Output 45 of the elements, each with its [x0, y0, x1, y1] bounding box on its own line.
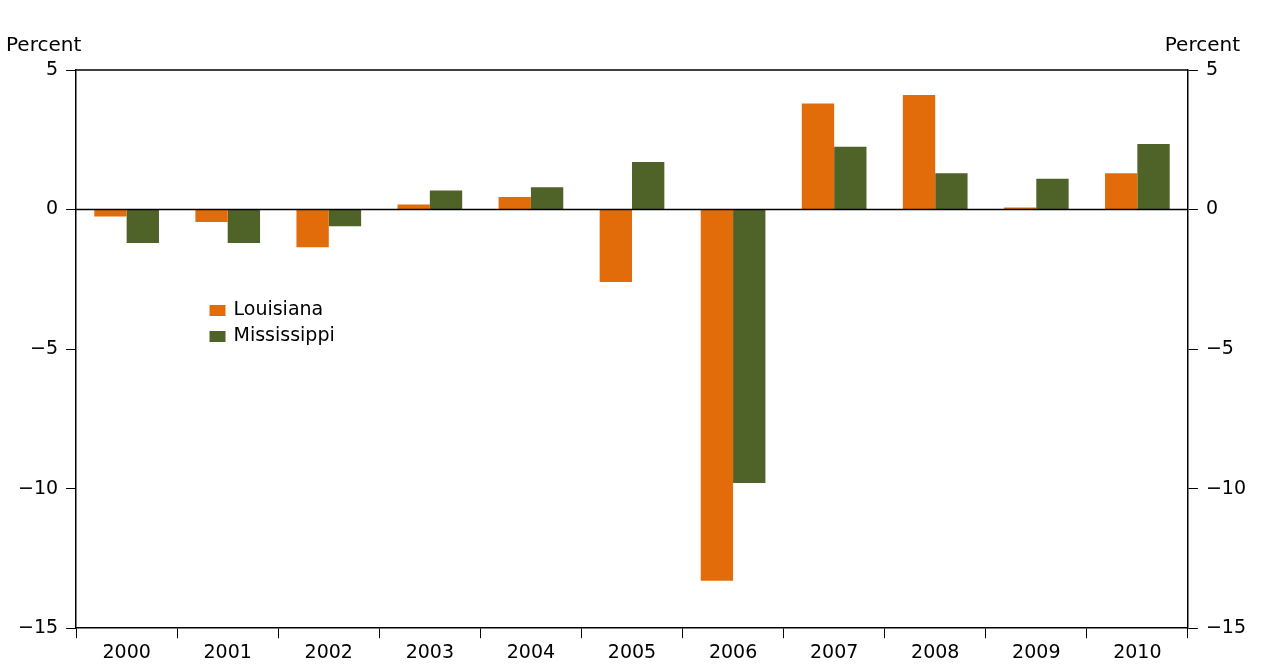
y2-axis-title: Percent	[1164, 32, 1241, 57]
bar	[801, 103, 835, 210]
x-tick-label: 2010	[1113, 639, 1162, 662]
x-tick-label: 2000	[102, 639, 151, 662]
x-tick-label: 2007	[809, 639, 859, 662]
bar	[227, 210, 261, 244]
x-tick-label: 2008	[911, 639, 960, 662]
bar	[1137, 143, 1170, 210]
bar	[530, 187, 564, 210]
bar	[328, 210, 362, 227]
bar	[935, 173, 968, 210]
legend-label: Louisiana	[233, 296, 324, 319]
y-tick-label: −5	[30, 336, 59, 359]
x-tick-label: 2001	[203, 639, 252, 662]
bar	[126, 210, 159, 244]
bar	[599, 210, 632, 283]
y2-tick-label: −15	[1205, 615, 1247, 638]
bar	[296, 210, 329, 248]
bar	[733, 210, 766, 484]
bar	[1036, 178, 1069, 210]
y-tick-label: 0	[46, 196, 59, 219]
bar	[498, 196, 531, 210]
y-tick-label: −15	[17, 615, 59, 638]
x-tick-label: 2009	[1012, 639, 1061, 662]
bar	[429, 190, 463, 210]
bar	[632, 162, 665, 210]
bar	[1105, 173, 1138, 210]
x-tick-label: 2006	[708, 639, 758, 662]
y2-tick-label: 0	[1205, 196, 1218, 219]
bar	[700, 210, 734, 581]
bar	[834, 146, 867, 210]
y-axis-title: Percent	[6, 32, 82, 57]
bar	[902, 95, 936, 210]
x-tick-label: 2004	[506, 639, 556, 662]
x-tick-label: 2002	[304, 639, 353, 662]
x-tick-label: 2005	[607, 639, 657, 662]
bar	[195, 210, 228, 223]
legend-label: Mississippi	[233, 322, 335, 345]
y2-tick-label: −10	[1205, 475, 1247, 498]
y2-tick-label: −5	[1205, 336, 1234, 359]
bar	[94, 210, 127, 217]
y-tick-label: 5	[46, 56, 59, 79]
y-tick-label: −10	[17, 475, 59, 498]
x-tick-label: 2003	[405, 639, 455, 662]
y2-tick-label: 5	[1205, 56, 1218, 79]
